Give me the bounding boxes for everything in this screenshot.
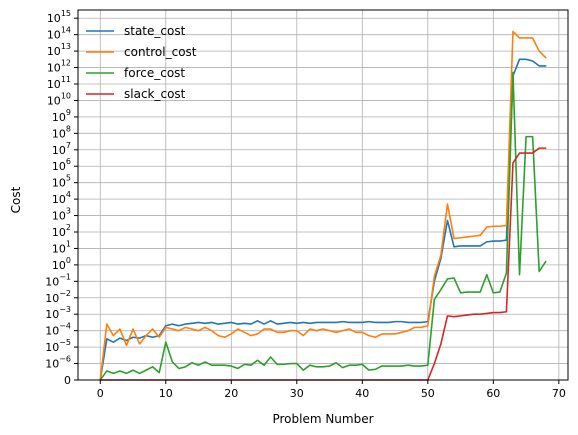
y-tick-label: 1015 bbox=[47, 9, 71, 25]
grid bbox=[78, 10, 568, 381]
legend: state_cost control_cost force_cost slack_co… bbox=[86, 24, 197, 101]
y-tick-label: 102 bbox=[52, 223, 71, 239]
y-tick-label: 1012 bbox=[47, 59, 71, 75]
y-tick-label: 109 bbox=[52, 108, 71, 124]
y-tick-label: 108 bbox=[52, 124, 71, 140]
y-tick-label: 1010 bbox=[47, 91, 71, 107]
legend-label: force_cost bbox=[124, 66, 185, 80]
x-tick-label: 70 bbox=[552, 387, 566, 400]
x-tick-label: 30 bbox=[290, 387, 304, 400]
y-tick-label: 10−5 bbox=[45, 338, 71, 354]
series-line-state-cost bbox=[99, 58, 547, 381]
x-tick-label: 50 bbox=[421, 387, 435, 400]
y-tick-label: 10−6 bbox=[45, 355, 71, 371]
y-tick-label: 1011 bbox=[47, 75, 71, 91]
x-tick-label: 20 bbox=[224, 387, 238, 400]
x-tick-label: 0 bbox=[97, 387, 104, 400]
y-tick-label: 0 bbox=[64, 374, 71, 387]
legend-label: slack_cost bbox=[124, 87, 186, 101]
series-line-control-cost bbox=[99, 30, 547, 381]
y-tick-label: 10−1 bbox=[45, 272, 71, 288]
x-axis-ticks: 0 10 20 30 40 50 60 70 bbox=[97, 380, 566, 400]
x-tick-label: 60 bbox=[486, 387, 500, 400]
y-tick-label: 103 bbox=[52, 207, 71, 223]
x-tick-label: 10 bbox=[159, 387, 173, 400]
plot-frame bbox=[77, 9, 569, 381]
y-tick-label: 100 bbox=[52, 256, 71, 272]
legend-label: state_cost bbox=[124, 24, 186, 38]
x-tick-label: 40 bbox=[355, 387, 369, 400]
y-tick-label: 1013 bbox=[47, 42, 71, 58]
y-tick-label: 105 bbox=[52, 174, 71, 190]
x-axis-label: Problem Number bbox=[272, 412, 373, 426]
y-tick-label: 10−3 bbox=[45, 305, 71, 321]
y-axis-ticks: 0 10−610−510−410−310−210−1100101102103104… bbox=[45, 9, 78, 387]
y-tick-label: 10−4 bbox=[45, 322, 71, 338]
y-tick-label: 104 bbox=[52, 190, 71, 206]
y-axis-label: Cost bbox=[9, 186, 23, 213]
y-tick-label: 10−2 bbox=[45, 289, 71, 305]
y-tick-label: 101 bbox=[52, 239, 71, 255]
series-line-force-cost bbox=[99, 71, 547, 381]
y-tick-label: 1014 bbox=[47, 26, 71, 42]
y-tick-label: 106 bbox=[52, 157, 71, 173]
legend-label: control_cost bbox=[124, 45, 197, 59]
y-tick-label: 107 bbox=[52, 141, 71, 157]
